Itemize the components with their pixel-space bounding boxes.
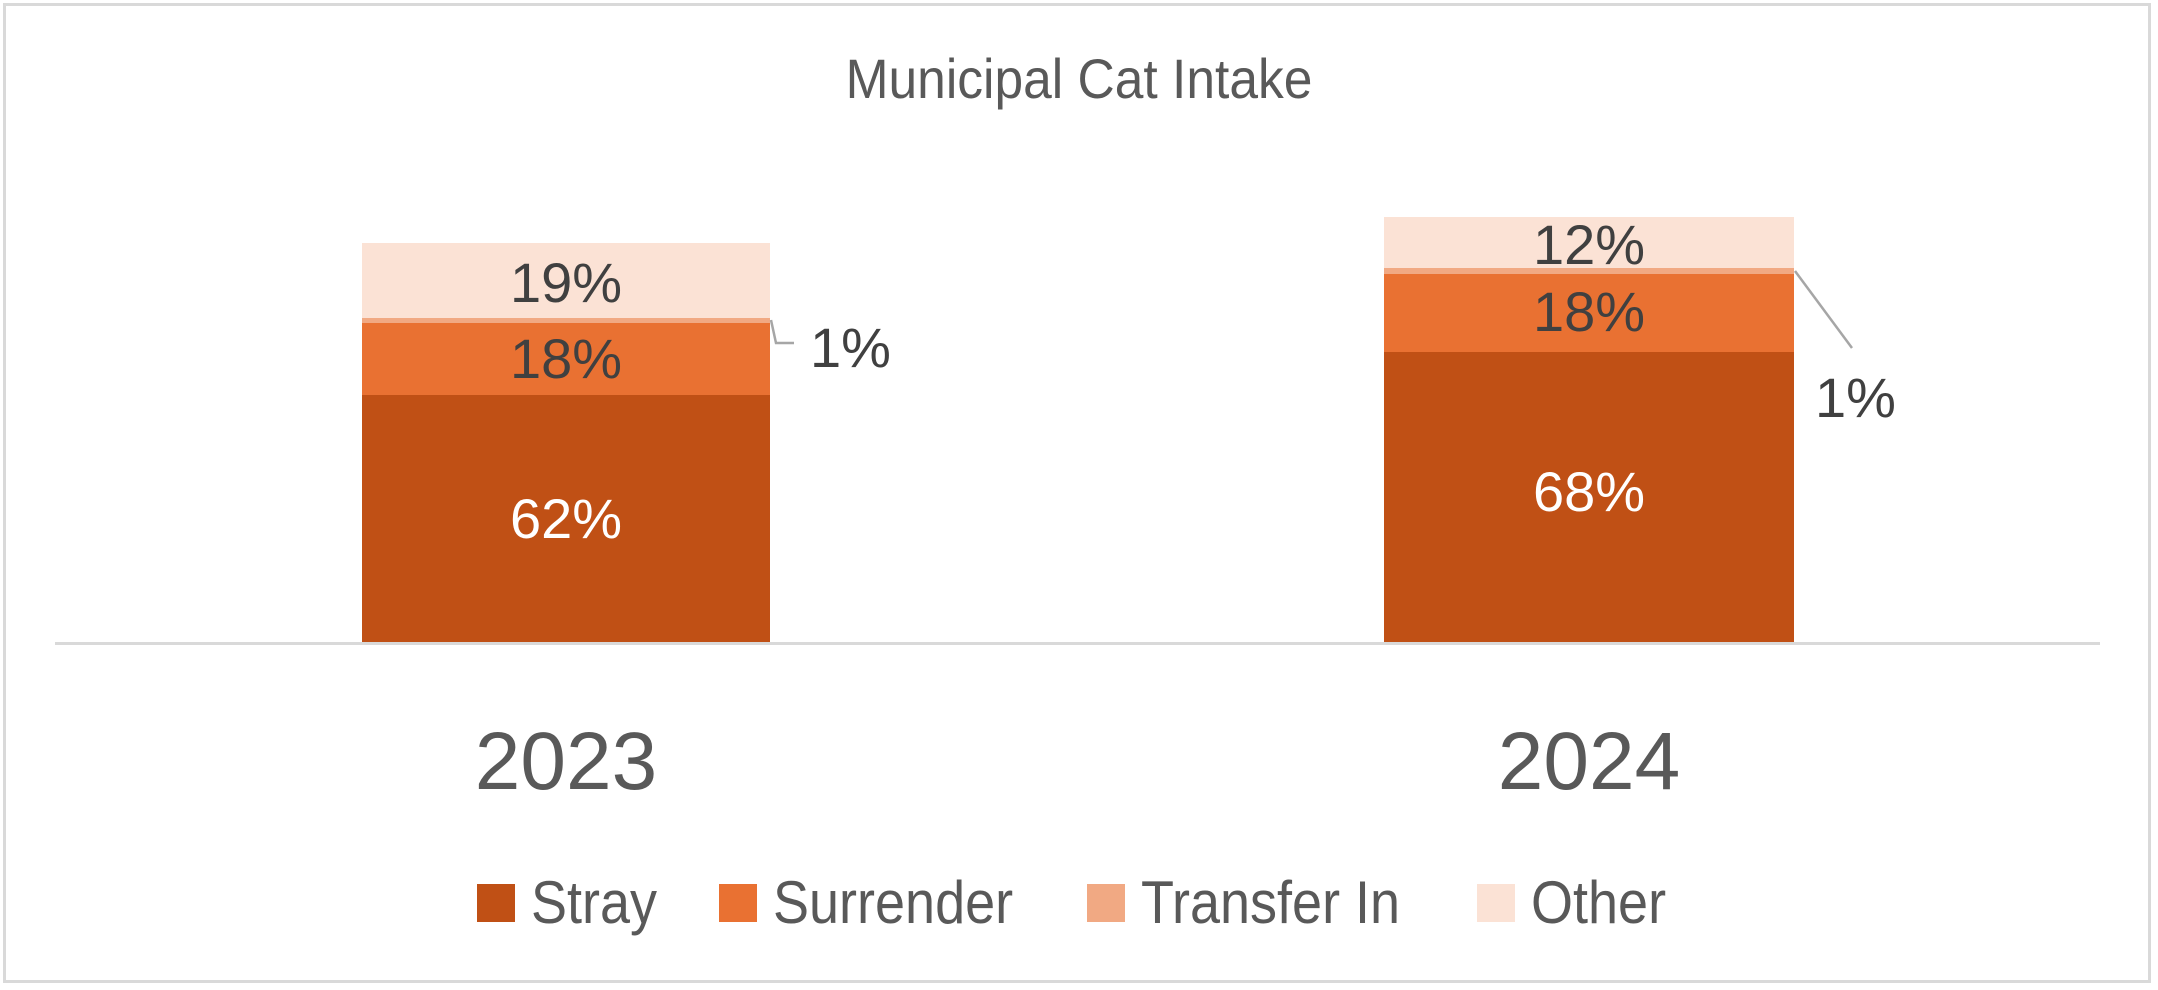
- data-label-other-2024: 12%: [1532, 213, 1646, 276]
- data-label-transfer-in-2023: 1%: [810, 316, 891, 379]
- chart-title: Municipal Cat Intake: [845, 47, 1313, 110]
- transfer-in-swatch-icon: [1087, 883, 1126, 922]
- data-label-stray-2023: 62%: [509, 487, 623, 550]
- legend-label-surrender: Surrender: [772, 869, 1013, 936]
- chart-frame: [3, 3, 2151, 983]
- bar-2024[interactable]: 12% 18% 68%: [1384, 217, 1794, 643]
- data-label-stray-2024: 68%: [1532, 460, 1646, 523]
- other-swatch-icon: [1477, 883, 1516, 922]
- category-label-2023: 2023: [474, 716, 658, 807]
- data-label-transfer-in-2024: 1%: [1815, 366, 1896, 429]
- segment-surrender-2023[interactable]: 18%: [362, 323, 770, 395]
- legend-item-transfer-in[interactable]: Transfer In: [1087, 868, 1429, 937]
- segment-transfer-in-2024[interactable]: [1384, 268, 1794, 274]
- legend-item-stray[interactable]: Stray: [476, 868, 671, 937]
- category-label-2024: 2024: [1497, 716, 1681, 807]
- legend-label-stray: Stray: [530, 869, 657, 936]
- legend-label-transfer-in: Transfer In: [1141, 869, 1401, 936]
- x-axis-line: [55, 642, 2100, 645]
- legend-item-other[interactable]: Other: [1477, 868, 1681, 937]
- segment-transfer-in-2023[interactable]: [362, 318, 770, 323]
- segment-stray-2023[interactable]: 62%: [362, 395, 770, 643]
- segment-surrender-2024[interactable]: 18%: [1384, 274, 1794, 352]
- surrender-swatch-icon: [718, 883, 757, 922]
- segment-stray-2024[interactable]: 68%: [1384, 352, 1794, 643]
- data-label-other-2023: 19%: [509, 251, 623, 314]
- data-label-surrender-2023: 18%: [509, 327, 623, 390]
- legend-item-surrender[interactable]: Surrender: [718, 868, 1040, 937]
- segment-other-2024[interactable]: 12%: [1384, 217, 1794, 273]
- bar-2023[interactable]: 19% 18% 62%: [362, 243, 770, 643]
- legend-label-other: Other: [1531, 869, 1667, 936]
- segment-other-2023[interactable]: 19%: [362, 243, 770, 318]
- stray-swatch-icon: [476, 883, 515, 922]
- legend: Stray Surrender Transfer In Other: [0, 868, 2158, 937]
- data-label-surrender-2024: 18%: [1532, 280, 1646, 343]
